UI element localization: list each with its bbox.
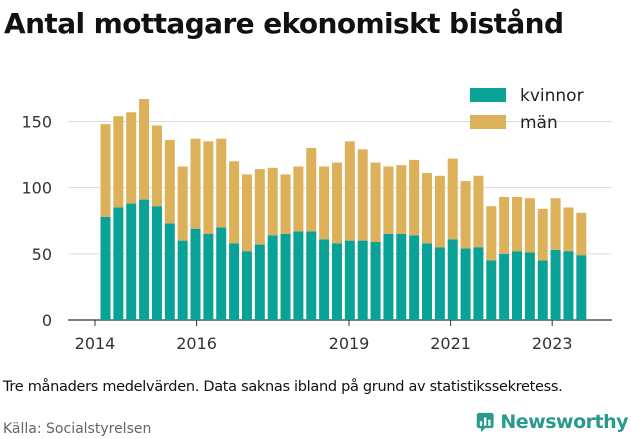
bar-man bbox=[576, 212, 587, 256]
bar-kvinnor bbox=[524, 252, 535, 320]
bar-kvinnor bbox=[344, 240, 355, 320]
bar-kvinnor bbox=[241, 251, 252, 320]
bar-kvinnor bbox=[331, 243, 342, 320]
bar-man bbox=[434, 175, 445, 248]
bar-kvinnor bbox=[563, 251, 574, 320]
bar-kvinnor bbox=[293, 231, 304, 320]
bar-kvinnor bbox=[550, 249, 561, 320]
bar-man bbox=[241, 174, 252, 252]
bar-man bbox=[319, 166, 330, 240]
y-tick-label: 50 bbox=[32, 245, 52, 264]
bar-man bbox=[486, 206, 497, 261]
bar-man bbox=[100, 124, 111, 217]
bar-kvinnor bbox=[447, 239, 458, 320]
bar-man bbox=[280, 174, 291, 234]
bar-man bbox=[306, 147, 317, 232]
bar-kvinnor bbox=[280, 233, 291, 320]
bar-man bbox=[139, 99, 150, 200]
bar-kvinnor bbox=[383, 233, 394, 320]
bar-man bbox=[344, 141, 355, 241]
bar-man bbox=[563, 207, 574, 252]
bar-kvinnor bbox=[319, 239, 330, 320]
bar-man bbox=[409, 159, 420, 236]
newsworthy-chart-icon bbox=[476, 412, 494, 432]
bar-kvinnor bbox=[177, 240, 188, 320]
y-tick-label: 100 bbox=[21, 179, 52, 198]
bar-man bbox=[126, 112, 137, 204]
bar-man bbox=[113, 116, 124, 208]
bar-man bbox=[177, 166, 188, 241]
bar-man bbox=[151, 125, 162, 207]
bar-kvinnor bbox=[229, 243, 240, 320]
bar-man bbox=[216, 138, 227, 228]
bar-man bbox=[370, 162, 381, 242]
newsworthy-logo[interactable]: Newsworthy bbox=[476, 408, 628, 436]
bar-man bbox=[537, 208, 548, 261]
x-tick-label: 2021 bbox=[430, 334, 471, 353]
bar-kvinnor bbox=[422, 243, 432, 320]
bar-man bbox=[460, 181, 471, 249]
bar-man bbox=[190, 138, 201, 229]
bar-man bbox=[203, 141, 214, 234]
y-tick-label: 150 bbox=[21, 113, 52, 132]
bar-man bbox=[499, 196, 510, 254]
y-tick-label: 0 bbox=[42, 311, 52, 330]
bar-kvinnor bbox=[190, 228, 201, 320]
bar-kvinnor bbox=[216, 227, 227, 320]
bar-man bbox=[254, 169, 265, 245]
bar-man bbox=[550, 198, 561, 250]
bar-man bbox=[396, 165, 407, 234]
bar-man bbox=[164, 140, 175, 224]
x-tick-label: 2016 bbox=[176, 334, 217, 353]
source-credit: Källa: Socialstyrelsen bbox=[3, 421, 152, 437]
bar-kvinnor bbox=[499, 253, 510, 320]
bar-man bbox=[383, 166, 394, 234]
bar-man bbox=[357, 149, 368, 241]
bar-man bbox=[267, 167, 278, 236]
bar-kvinnor bbox=[203, 233, 214, 320]
bar-kvinnor bbox=[512, 251, 523, 320]
bar-man bbox=[447, 158, 458, 240]
bar-kvinnor bbox=[164, 223, 175, 320]
bar-kvinnor bbox=[151, 206, 162, 320]
bar-kvinnor bbox=[370, 241, 381, 320]
bar-man bbox=[229, 161, 240, 244]
bar-kvinnor bbox=[537, 260, 548, 320]
bar-kvinnor bbox=[306, 231, 317, 320]
bar-kvinnor bbox=[434, 247, 445, 320]
bar-kvinnor bbox=[473, 247, 484, 320]
chart-note: Tre månaders medelvärden. Data saknas ib… bbox=[3, 379, 563, 395]
bar-man bbox=[473, 175, 484, 248]
logo-text: Newsworthy bbox=[500, 411, 628, 433]
bar-kvinnor bbox=[100, 216, 111, 320]
bar-man bbox=[331, 162, 342, 244]
legend-label-man: män bbox=[520, 113, 558, 133]
bar-kvinnor bbox=[126, 203, 137, 320]
bar-kvinnor bbox=[357, 240, 368, 320]
bar-kvinnor bbox=[113, 207, 124, 320]
bar-kvinnor bbox=[460, 248, 471, 320]
bar-man bbox=[293, 166, 304, 232]
bar-kvinnor bbox=[254, 244, 265, 320]
bar-kvinnor bbox=[139, 199, 150, 320]
legend-swatch-kvinnor bbox=[470, 88, 506, 102]
bar-kvinnor bbox=[576, 255, 587, 320]
x-tick-label: 2023 bbox=[532, 334, 573, 353]
x-tick-label: 2019 bbox=[329, 334, 370, 353]
bar-kvinnor bbox=[267, 235, 278, 320]
stacked-bar-chart: 0 50 100 150 2014 2016 2019 2021 2023 kvinnor män bbox=[21, 86, 612, 353]
bar-man bbox=[524, 198, 535, 253]
bar-kvinnor bbox=[486, 260, 497, 320]
x-tick-label: 2014 bbox=[75, 334, 116, 353]
bar-man bbox=[422, 173, 432, 244]
bar-man bbox=[512, 196, 523, 252]
bar-kvinnor bbox=[396, 233, 407, 320]
bar-kvinnor bbox=[409, 235, 420, 320]
legend-label-kvinnor: kvinnor bbox=[520, 86, 584, 106]
chart-title: Antal mottagare ekonomiskt bistånd bbox=[4, 7, 564, 40]
legend-swatch-man bbox=[470, 115, 506, 129]
